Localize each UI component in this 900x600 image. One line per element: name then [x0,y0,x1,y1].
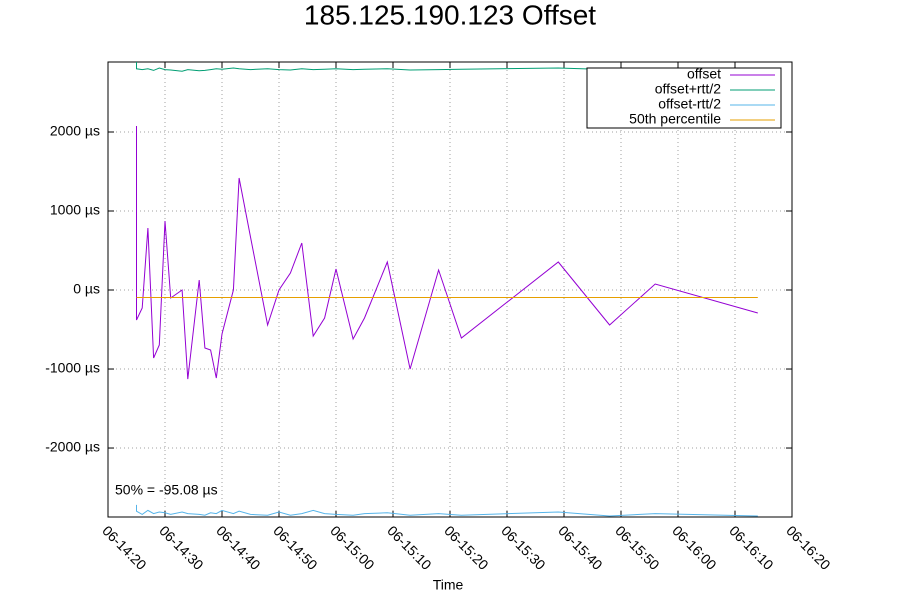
y-tick-label: 0 µs [73,281,100,297]
annotation: 50% = -95.08 µs [115,482,218,498]
legend-label: offset-rtt/2 [658,96,721,112]
plot-area [136,62,758,517]
series-line [136,62,758,72]
x-axis-label: Time [433,577,464,593]
y-tick-label: 2000 µs [50,123,100,139]
legend-label: 50th percentile [629,111,721,127]
y-tick-label: -1000 µs [45,360,100,376]
legend-box [586,67,782,129]
chart-title: 185.125.190.123 Offset [304,0,596,30]
plot-frame [107,61,793,518]
series-line [136,504,758,517]
legend-label: offset+rtt/2 [655,81,721,97]
y-tick-label: 1000 µs [50,202,100,218]
legend-label: offset [687,66,721,82]
series-line [136,126,758,380]
y-tick-label: -2000 µs [45,439,100,455]
